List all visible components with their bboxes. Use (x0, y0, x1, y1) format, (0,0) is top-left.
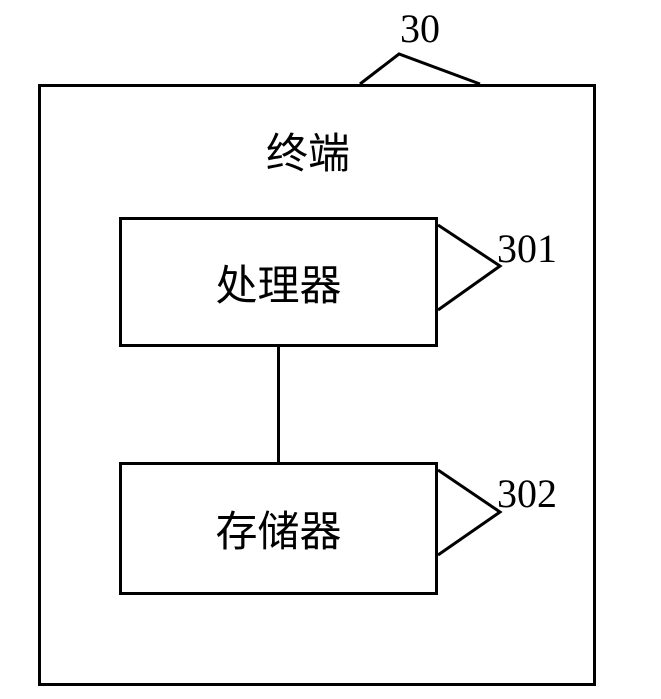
container-ref-label: 30 (400, 5, 440, 52)
memory-ref-label: 302 (497, 470, 557, 517)
connector-processor-memory (277, 347, 280, 462)
container-title: 终端 (266, 120, 350, 181)
processor-ref-label: 301 (497, 225, 557, 272)
memory-block: 存储器 (119, 462, 438, 595)
diagram-canvas: 30 终端 处理器 301 存储器 302 (0, 0, 661, 699)
memory-label: 存储器 (215, 498, 341, 559)
processor-label: 处理器 (215, 252, 341, 313)
processor-block: 处理器 (119, 217, 438, 347)
